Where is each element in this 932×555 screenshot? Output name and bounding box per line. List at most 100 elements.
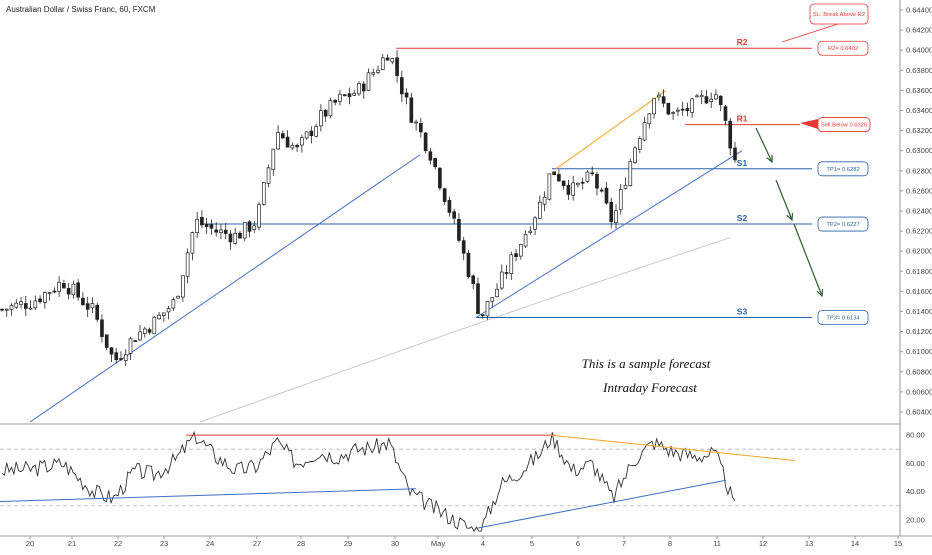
candle-body — [95, 304, 100, 320]
callout-box — [809, 3, 869, 25]
candle-body — [90, 303, 95, 309]
candle-body — [628, 161, 633, 186]
moving-average-line — [199, 237, 731, 423]
candle-body — [176, 295, 180, 299]
candle-body — [685, 108, 690, 111]
candle-body — [152, 316, 157, 335]
callout-box — [817, 216, 869, 232]
date-tick-label: 4 — [481, 539, 485, 548]
candle-body — [133, 340, 138, 342]
candle-body — [366, 72, 371, 91]
candle-body — [647, 113, 652, 125]
candle-body — [209, 224, 214, 229]
candle-body — [466, 252, 471, 278]
candle-body — [399, 77, 404, 95]
date-tick-label: 11 — [713, 539, 721, 548]
candle-body — [66, 287, 71, 295]
candle-body — [47, 292, 52, 294]
candle-body — [595, 173, 599, 189]
rsi-trend-left — [0, 488, 417, 502]
candle-body — [733, 147, 737, 161]
candle-body — [480, 314, 485, 316]
candle-body — [228, 233, 233, 243]
candle-body — [57, 281, 61, 293]
date-tick-label: 24 — [206, 539, 214, 548]
price-tick-label: 0.62000 — [906, 247, 932, 256]
candle-body — [304, 131, 309, 139]
candle-body — [23, 303, 28, 309]
candle-body — [461, 240, 466, 254]
annotation-line-2: Intraday Forecast — [602, 380, 697, 395]
forecast-arrow-1 — [755, 127, 773, 163]
candle-body — [723, 106, 728, 121]
candle-body — [81, 297, 85, 306]
candle-body — [695, 95, 699, 98]
candle-body — [414, 121, 418, 124]
candle-body — [390, 58, 395, 63]
callout-text: Sell Below 0.6326 — [821, 123, 867, 129]
candle-body — [552, 171, 556, 176]
candle-body — [699, 95, 704, 98]
candle-body — [119, 358, 123, 360]
candle-body — [490, 297, 495, 302]
date-tick-label: 27 — [253, 539, 261, 548]
levels-layer: R2 R1 S1 S2 S3 — [200, 37, 812, 319]
candle-body — [162, 312, 166, 316]
candle-body — [314, 125, 318, 137]
candle-body — [257, 204, 261, 228]
candle-body — [580, 181, 585, 184]
callout-text: R2= 0.6402 — [828, 46, 858, 52]
date-tick-label: 22 — [114, 539, 122, 548]
candle-body — [652, 98, 656, 115]
candle-body — [252, 225, 257, 231]
candle-body — [223, 229, 228, 234]
date-tick-label: 5 — [530, 539, 534, 548]
candle-body — [333, 99, 338, 103]
annotation-line-1: This is a sample forecast — [582, 356, 711, 371]
callout-box — [817, 40, 869, 56]
candle-body — [571, 182, 575, 196]
candle-body — [238, 232, 242, 239]
candle-body — [514, 253, 518, 257]
rsi-tick-label: 20.00 — [906, 515, 925, 524]
candle-body — [347, 93, 352, 98]
candle-body — [642, 122, 647, 141]
date-tick-label: 8 — [668, 539, 672, 548]
candle-body — [661, 96, 666, 104]
date-tick-label: 28 — [297, 539, 305, 548]
candle-body — [219, 229, 223, 233]
price-tick-label: 0.63400 — [906, 106, 932, 115]
candle-body — [62, 283, 66, 289]
candle-body — [128, 338, 133, 354]
candle-body — [342, 94, 347, 97]
price-tick-label: 0.60600 — [906, 387, 932, 396]
rsi-tick-label: 40.00 — [906, 487, 925, 496]
price-tick-label: 0.63800 — [906, 66, 932, 75]
date-tick-label: 30 — [391, 539, 399, 548]
candle-body — [328, 100, 333, 117]
price-tick-label: 0.61400 — [906, 307, 932, 316]
candle-body — [476, 283, 480, 315]
candle-body — [499, 271, 504, 289]
candle-body — [604, 187, 609, 204]
date-tick-label: 6 — [576, 539, 580, 548]
callout-text: SL: Break Above R2 — [813, 12, 865, 18]
date-tick-label: 14 — [851, 539, 859, 548]
candle-body — [71, 283, 76, 296]
date-tick-label: 15 — [894, 539, 902, 548]
candle-body — [618, 189, 623, 211]
date-tick-label: 20 — [26, 539, 34, 548]
candle-body — [104, 334, 109, 348]
rsi-layer — [0, 430, 900, 533]
callout-text: TP2= 0.6227 — [826, 222, 859, 228]
candle-body — [557, 174, 561, 182]
candle-body — [190, 232, 195, 254]
candle-body — [657, 94, 661, 98]
candle-body — [76, 282, 80, 298]
candle-body — [357, 83, 361, 95]
candle-body — [704, 96, 709, 104]
candle-body — [376, 69, 380, 73]
candle-body — [633, 147, 637, 163]
candles-layer — [0, 50, 737, 367]
candle-body — [542, 196, 547, 205]
